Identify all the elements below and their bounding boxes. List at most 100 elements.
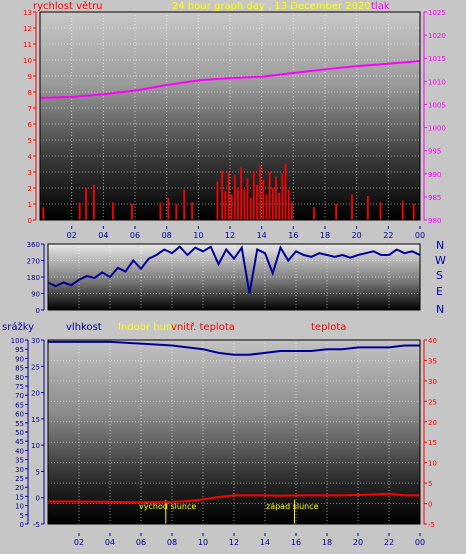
pressure-label: tlak	[371, 1, 390, 12]
humidity-x-tick-label: 02	[74, 538, 84, 547]
wind-bar	[256, 184, 258, 220]
temperature-y-tick-label: 40	[428, 337, 437, 345]
wind-x-tick-label: 10	[193, 231, 203, 240]
rain-y-tick-label: 95	[15, 346, 24, 354]
wind-bar	[271, 188, 274, 220]
wind-y-tick-label: 1	[28, 201, 32, 209]
wind-bar	[230, 194, 233, 220]
wind-bar	[351, 194, 353, 220]
temperature-y-tick-label: 20	[428, 419, 437, 427]
temperature-y-tick-label: -5	[428, 521, 435, 529]
humidity-y-tick-label: -5	[33, 521, 40, 529]
wind-bar	[233, 175, 236, 220]
wind-bar	[237, 188, 239, 220]
wind-y-tick-label: 8	[28, 89, 32, 97]
wind-y-tick-label: 10	[23, 57, 32, 65]
pressure-y-tick-label: 990	[428, 171, 441, 179]
wind-y-tick-label: 4	[28, 153, 33, 161]
humidity-x-tick-label: 14	[260, 538, 270, 547]
humidity-x-tick-label: 12	[229, 538, 239, 547]
direction-y-tick-label: 180	[27, 274, 40, 282]
dir-label-n-bottom: N	[436, 303, 444, 316]
wind-x-tick-label: 14	[257, 231, 267, 240]
wind-bar	[249, 197, 252, 220]
sunrise-annotation: východ slunce	[139, 502, 196, 511]
wind-x-tick-label: 02	[67, 231, 77, 240]
pressure-y-tick-label: 980	[428, 217, 441, 225]
wind-bar	[42, 207, 45, 220]
wind-bar	[240, 167, 243, 220]
wind-x-tick-label: 04	[98, 231, 108, 240]
direction-y-tick-label: 360	[27, 241, 40, 249]
rain-y-tick-label: 85	[15, 365, 24, 373]
wind-y-tick-label: 9	[28, 73, 32, 81]
humidity-y-tick-label: 15	[31, 416, 40, 424]
wind-bar	[131, 204, 133, 220]
wind-bar	[278, 192, 281, 220]
temperature-y-tick-label: 0	[428, 501, 432, 509]
wind-bar	[281, 173, 284, 220]
dir-label-n-top: N	[436, 239, 444, 252]
wind-x-tick-label: 00	[415, 231, 425, 240]
sunset-annotation: západ slunce	[266, 502, 319, 511]
direction-y-tick-label: 90	[31, 291, 40, 299]
humidity-y-tick-label: 25	[31, 363, 40, 371]
wind-x-tick-label: 06	[130, 231, 140, 240]
pressure-y-tick-label: 985	[428, 194, 441, 202]
wind-bar	[262, 180, 265, 220]
temperature-y-tick-label: 35	[428, 357, 437, 365]
direction-y-tick-label: 0	[36, 307, 40, 315]
wind-bar	[93, 184, 95, 220]
rain-y-tick-label: 30	[15, 466, 24, 474]
wind-speed-label: rychlost větru	[33, 0, 103, 12]
rain-y-tick-label: 40	[15, 447, 24, 455]
pressure-y-tick-label: 1015	[428, 55, 446, 63]
wind-bar	[284, 164, 287, 220]
wind-y-tick-label: 6	[28, 121, 33, 129]
rain-y-tick-label: 50	[15, 429, 24, 437]
wind-y-tick-label: 2	[28, 185, 32, 193]
humidity-y-tick-label: 5	[36, 468, 40, 476]
rain-y-tick-label: 80	[15, 374, 24, 382]
pressure-y-tick-label: 1000	[428, 125, 446, 133]
rain-y-tick-label: 65	[15, 401, 24, 409]
rain-y-tick-label: 45	[15, 438, 24, 446]
wind-bar	[112, 202, 114, 220]
wind-plot-border	[39, 11, 421, 221]
humidity-plot-border	[47, 339, 421, 525]
wind-bar	[290, 202, 293, 220]
rain-y-tick-label: 60	[15, 411, 24, 419]
wind-x-tick-label: 22	[383, 231, 393, 240]
wind-bar	[313, 207, 315, 220]
wind-bar	[227, 172, 230, 220]
pressure-y-tick-label: 1020	[428, 32, 446, 40]
humidity-x-tick-label: 10	[198, 538, 208, 547]
wind-bar	[85, 188, 87, 220]
humidity-line	[48, 340, 420, 356]
graph-title: 24 hour graph day , 13 December 2020	[172, 1, 371, 12]
wind-bar	[252, 172, 255, 220]
indoor-temp-label: vnitř. teplota	[171, 321, 235, 333]
pressure-y-tick-label: 995	[428, 148, 441, 156]
wind-bar	[401, 200, 404, 220]
humidity-x-tick-label: 16	[291, 538, 301, 547]
rain-y-tick-label: 10	[15, 503, 24, 511]
rain-y-tick-label: 75	[15, 383, 24, 391]
rain-y-tick-label: 55	[15, 420, 24, 428]
wind-y-tick-label: 0	[28, 217, 32, 225]
rain-y-tick-label: 15	[15, 493, 24, 501]
wind-bar	[246, 178, 249, 220]
wind-y-tick-label: 3	[28, 169, 32, 177]
wind-bar	[183, 189, 186, 220]
wind-y-tick-label: 12	[23, 25, 32, 33]
wind-x-tick-label: 12	[225, 231, 235, 240]
wind-bar	[412, 204, 415, 220]
wind-bar	[366, 196, 369, 220]
humidity-x-tick-label: 08	[167, 538, 177, 547]
wind-bar	[268, 172, 271, 220]
wind-y-tick-label: 7	[28, 105, 32, 113]
dir-label-s: S	[436, 269, 443, 282]
humidity-x-tick-label: 06	[136, 538, 146, 547]
wind-x-tick-label: 20	[352, 231, 362, 240]
wind-bar	[159, 202, 162, 220]
